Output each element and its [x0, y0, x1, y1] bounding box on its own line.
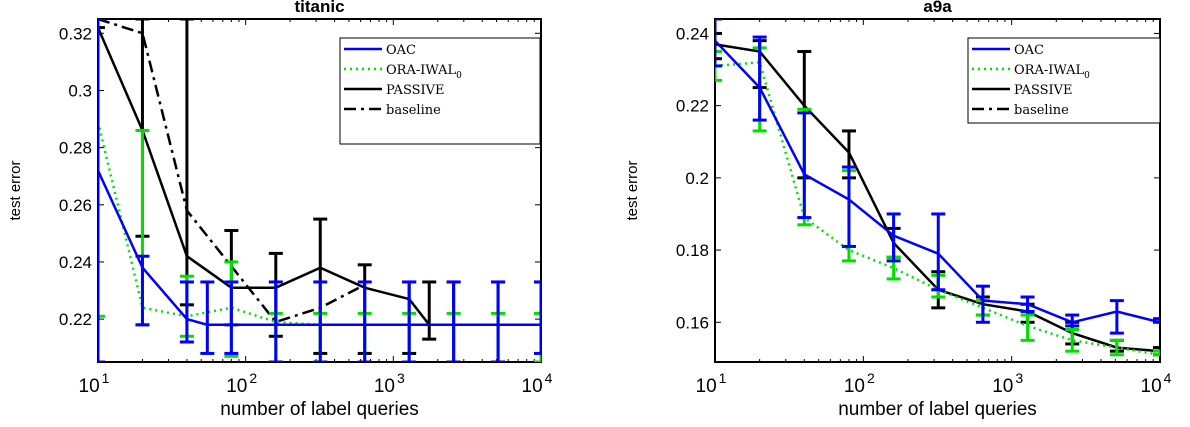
legend-name-subscript: 0	[456, 71, 462, 81]
legend-name: OAC	[386, 43, 416, 58]
legend-name-subscript: 0	[1084, 71, 1090, 81]
x-tick-label: 10 4	[522, 370, 553, 397]
legend-label-passive: PASSIVE	[386, 83, 445, 98]
y-tick-label: 0.24	[676, 24, 709, 43]
legend-label-baseline: baseline	[1014, 103, 1069, 118]
legend-label-baseline: baseline	[386, 103, 441, 118]
y-axis-label: test error	[7, 160, 24, 220]
x-tick-label: 10 1	[696, 370, 727, 397]
x-tick-label: 10 1	[79, 370, 110, 397]
x-tick-base: 10	[844, 376, 865, 397]
chart-title: titanic	[294, 0, 344, 16]
x-tick-base: 10	[696, 376, 717, 397]
x-tick-label: 10 4	[1141, 370, 1172, 397]
legend-name: PASSIVE	[1014, 83, 1073, 98]
y-tick-label: 0.2	[685, 169, 709, 188]
chart-title: a9a	[923, 0, 952, 16]
y-tick-label: 0.16	[676, 313, 709, 332]
x-tick-base: 10	[522, 376, 543, 397]
legend-name: baseline	[386, 103, 441, 118]
oac-series-line	[715, 39, 1160, 324]
x-tick-exponent: 1	[102, 370, 110, 386]
x-tick-exponent: 3	[397, 370, 405, 386]
y-tick-label: 0.26	[59, 196, 92, 215]
legend-name: ORA-IWAL	[1014, 63, 1084, 78]
x-tick-exponent: 2	[249, 370, 257, 386]
x-tick-base: 10	[1141, 376, 1162, 397]
x-axis-label: number of label queries	[838, 399, 1037, 420]
x-tick-label: 10 2	[844, 370, 875, 397]
legend-name: baseline	[1014, 103, 1069, 118]
legend: OAC ORA-IWAL0 PASSIVE baseline	[967, 37, 1161, 124]
x-tick-exponent: 1	[719, 370, 727, 386]
y-axis-label: test error	[624, 160, 641, 220]
y-tick-label: 0.3	[68, 81, 92, 100]
plot-series-group	[98, 19, 541, 362]
y-tick-label: 0.18	[676, 241, 709, 260]
plot-series-group	[715, 19, 1160, 357]
legend-name: PASSIVE	[386, 83, 445, 98]
legend-name: OAC	[1014, 43, 1044, 58]
legend-label-passive: PASSIVE	[1014, 83, 1073, 98]
x-tick-base: 10	[374, 376, 395, 397]
y-tick-label: 0.22	[676, 97, 709, 116]
x-tick-base: 10	[992, 376, 1013, 397]
legend: OAC ORA-IWAL0 PASSIVE baseline	[339, 37, 541, 145]
legend-box	[339, 37, 541, 145]
x-tick-base: 10	[226, 376, 247, 397]
legend-label-ora-iwal: ORA-IWAL0	[1014, 63, 1090, 81]
y-tick-label: 0.24	[59, 253, 92, 272]
oac-series-line	[98, 169, 541, 327]
legend-label-oac: OAC	[1014, 43, 1044, 58]
legend-label-ora-iwal: ORA-IWAL0	[386, 63, 462, 81]
x-tick-label: 10 3	[992, 370, 1023, 397]
legend-label-oac: OAC	[386, 43, 416, 58]
x-tick-exponent: 2	[867, 370, 875, 386]
y-tick-label: 0.28	[59, 139, 92, 158]
y-tick-label: 0.22	[59, 310, 92, 329]
y-tick-label: 0.32	[59, 24, 92, 43]
x-tick-label: 10 3	[374, 370, 405, 397]
x-tick-exponent: 4	[1164, 370, 1172, 386]
x-axis-label: number of label queries	[220, 399, 419, 420]
x-tick-label: 10 2	[226, 370, 257, 397]
x-tick-exponent: 4	[545, 370, 553, 386]
x-tick-exponent: 3	[1015, 370, 1023, 386]
legend-name: ORA-IWAL	[386, 63, 456, 78]
x-tick-base: 10	[79, 376, 100, 397]
ora-iwal-series-line	[715, 60, 1160, 357]
